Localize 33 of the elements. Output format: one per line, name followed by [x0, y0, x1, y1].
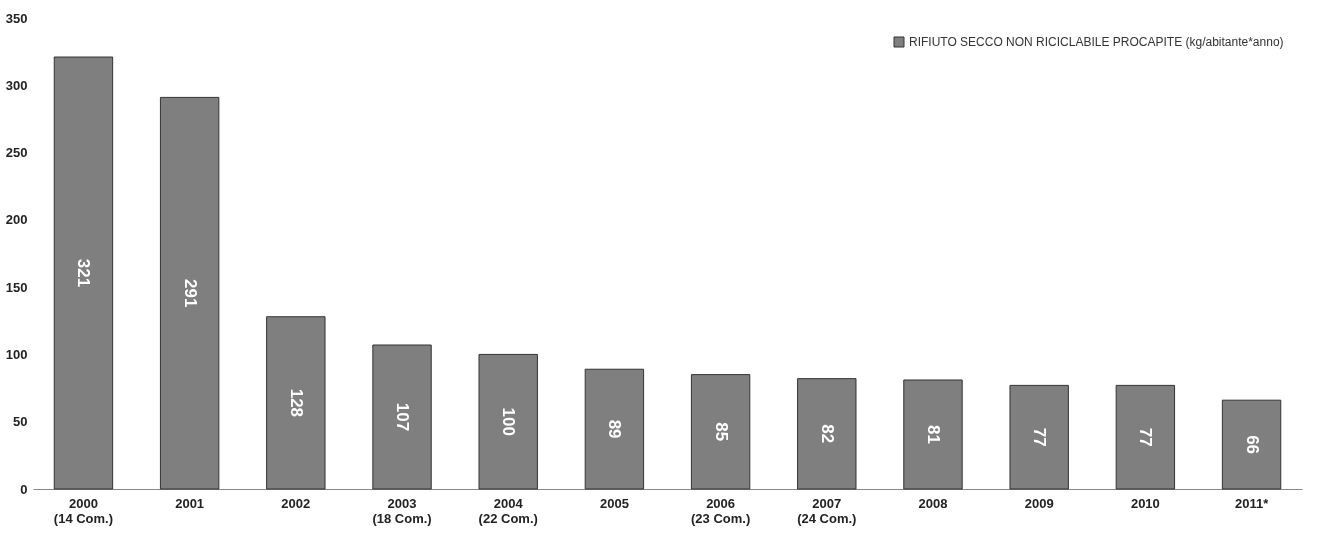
y-tick-label: 350: [5, 10, 28, 26]
data-label: 66: [1242, 435, 1262, 455]
x-tick-label: 2002: [281, 495, 311, 511]
data-label: 89: [605, 419, 625, 439]
x-tick-label: 2004 (22 Com.): [478, 495, 538, 526]
x-tick-label: 2006 (23 Com.): [690, 495, 751, 526]
y-tick-label: 50: [13, 414, 28, 430]
y-tick-label: 200: [5, 212, 28, 228]
x-tick-label: 2000 (14 Com.): [53, 495, 114, 526]
legend-label: RIFIUTO SECCO NON RICICLABILE PROCAPITE (kg/abitante*anno): [909, 35, 1284, 49]
data-label: 128: [286, 388, 306, 418]
y-tick-label: 150: [5, 279, 28, 295]
y-tick-label: 300: [5, 77, 28, 93]
data-label: 85: [711, 422, 731, 442]
data-label: 107: [393, 402, 413, 432]
x-tick-label: 2010: [1130, 495, 1160, 511]
x-tick-label: 2007 (24 Com.): [797, 495, 857, 526]
data-label: 291: [180, 279, 200, 308]
y-tick-label: 250: [5, 145, 28, 161]
x-tick-label: 2008: [918, 495, 948, 511]
x-tick-label: 2009: [1024, 495, 1054, 511]
data-label: 82: [817, 424, 837, 444]
data-label: 77: [1136, 427, 1156, 447]
data-label: 321: [74, 258, 94, 288]
data-label: 77: [1030, 427, 1050, 447]
data-label: 81: [923, 425, 943, 444]
y-tick-label: 100: [5, 346, 28, 362]
data-label: 100: [499, 407, 519, 436]
x-tick-label: 2003 (18 Com.): [372, 495, 432, 526]
x-tick-label: 2011*: [1234, 495, 1270, 511]
y-tick-label: 0: [20, 481, 28, 497]
x-tick-label: 2005: [599, 495, 629, 511]
x-tick-label: 2001: [175, 495, 205, 511]
